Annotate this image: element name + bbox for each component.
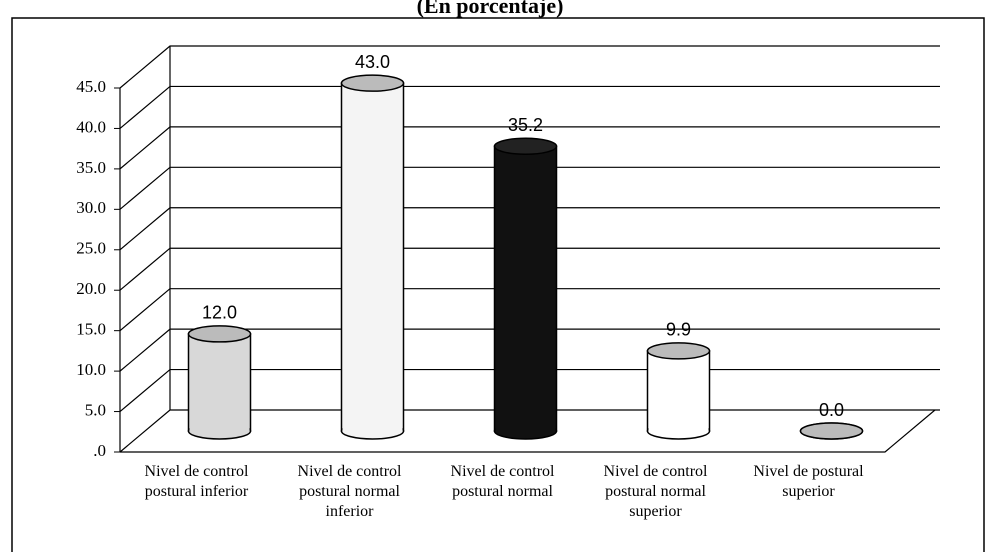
grid-line (119, 247, 940, 291)
y-tick-label: 25.0 (76, 239, 106, 258)
value-label: 0.0 (819, 400, 844, 420)
value-label: 35.2 (508, 115, 543, 135)
y-tick-label: 40.0 (76, 117, 106, 136)
y-tick-label: 10.0 (76, 360, 106, 379)
value-label: 43.0 (355, 52, 390, 72)
x-tick-label: Nivel de control postural normal superio… (603, 463, 708, 520)
y-tick-label: 35.0 (76, 158, 106, 177)
bar-top (799, 422, 864, 440)
x-tick-label: Nivel de postural superior (753, 463, 864, 500)
grid-line (119, 207, 940, 251)
bar-top (646, 342, 711, 360)
y-tick-label: 5.0 (85, 400, 106, 419)
bar-cover (648, 350, 709, 431)
grid-line (119, 126, 940, 170)
y-tick-label: 15.0 (76, 320, 106, 339)
value-label: 12.0 (202, 303, 237, 323)
y-tick-label: .0 (93, 441, 106, 460)
grid-line (119, 45, 940, 89)
x-tick-label: Nivel de control postural inferior (144, 463, 249, 500)
bar-top (340, 74, 405, 92)
frame (11, 17, 985, 552)
grid-line (119, 328, 940, 372)
bar-cover (495, 146, 556, 431)
grid-line (119, 166, 940, 210)
bar-cover (342, 83, 403, 431)
y-tick-label: 45.0 (76, 77, 106, 96)
floor-edge (120, 409, 936, 453)
grid-line (119, 85, 940, 129)
x-tick-label: Nivel de control postural normal inferio… (297, 463, 402, 520)
grid-line (119, 288, 940, 332)
x-tick-label: Nivel de control postural normal (450, 463, 555, 500)
chart-title: (En porcentaje) (417, 0, 564, 18)
bar-top (187, 325, 252, 343)
y-tick-label: 20.0 (76, 279, 106, 298)
bar-top (493, 137, 558, 156)
value-label: 9.9 (666, 320, 691, 340)
y-tick-label: 30.0 (76, 198, 106, 217)
bar-cover (189, 333, 250, 431)
